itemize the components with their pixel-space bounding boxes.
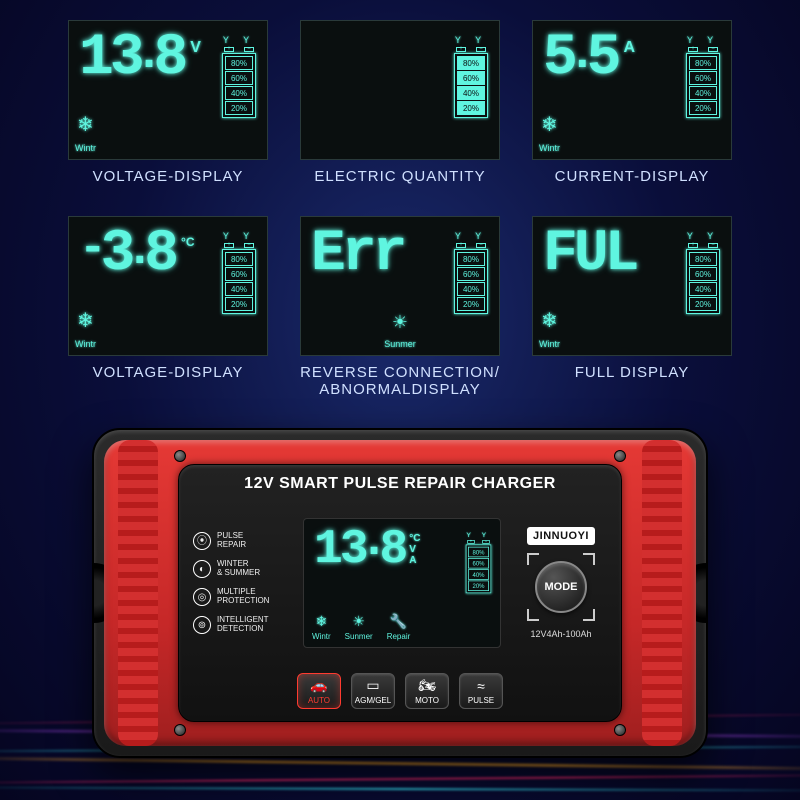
- device-lcd: 13.8 °CVA ❄Wintr☀Sunmer🔧Repair Y Y+−80%6…: [303, 518, 501, 648]
- feature-icon: ⊚: [193, 616, 211, 634]
- lcd-caption: REVERSE CONNECTION/ ABNORMALDISPLAY: [300, 364, 500, 402]
- lcd-screen: -3.8 °C ❄ Wintr Y Y+−80%60%40%20%: [68, 216, 268, 356]
- device-mode-button[interactable]: 🚗 AUTO: [297, 673, 341, 709]
- mode-button-frame: MODE: [527, 553, 595, 621]
- lcd-unit: V: [190, 39, 201, 57]
- device-button-row: 🚗 AUTO ▭ AGM/GEL 🏍 MOTO ≈ PULSE: [297, 673, 503, 709]
- button-icon: ≈: [477, 678, 485, 694]
- battery-icon: Y Y+−80%60%40%20%: [453, 231, 489, 314]
- device-panel: 12V SMART PULSE REPAIR CHARGER ⦿ PULSE RE…: [178, 464, 622, 722]
- button-label: AUTO: [308, 696, 330, 705]
- lcd-screens-grid: 13.8 V ❄ Wintr Y Y+−80%60%40%20% VOLTAGE-DISP…: [68, 20, 732, 402]
- battery-icon: Y Y+−80%60%40%20%: [453, 35, 489, 118]
- lcd-cell: Err ☀ Sunmer Y Y+−80%60%40%20% REVERSE CONNE…: [300, 216, 500, 402]
- sun-icon: ☀: [392, 312, 408, 333]
- feature-label: PULSE REPAIR: [217, 532, 246, 550]
- charger-device: 12V SMART PULSE REPAIR CHARGER ⦿ PULSE RE…: [92, 428, 708, 758]
- feature-item: ⦿ PULSE REPAIR: [193, 532, 289, 550]
- feature-icon: ◎: [193, 588, 211, 606]
- button-label: PULSE: [468, 696, 494, 705]
- battery-icon: Y Y+−80%60%40%20%: [221, 35, 257, 118]
- lcd-value: FUL: [543, 229, 635, 281]
- device-mode-button[interactable]: 🏍 MOTO: [405, 673, 449, 709]
- feature-label: WINTER & SUMMER: [217, 560, 260, 578]
- lcd-unit: °C: [181, 235, 194, 249]
- grip-right: [642, 440, 682, 746]
- snowflake-icon: ❄: [541, 308, 558, 333]
- battery-icon: Y Y+−80%60%40%20%: [685, 35, 721, 118]
- button-icon: 🚗: [310, 677, 327, 694]
- lcd-cell: 13.8 V ❄ Wintr Y Y+−80%60%40%20% VOLTAGE-DISP…: [68, 20, 268, 206]
- lcd-caption: CURRENT-DISPLAY: [555, 168, 710, 206]
- lcd-screen: 13.8 V ❄ Wintr Y Y+−80%60%40%20%: [68, 20, 268, 160]
- lcd-mode-label: Sunmer: [384, 339, 416, 349]
- snowflake-icon: ❄: [541, 112, 558, 137]
- lcd-screen: Y Y+−80%60%40%20%: [300, 20, 500, 160]
- feature-item: ◐ WINTER & SUMMER: [193, 560, 289, 578]
- lcd-mode-label: Wintr: [539, 339, 560, 349]
- device-red-shell: 12V SMART PULSE REPAIR CHARGER ⦿ PULSE RE…: [104, 440, 696, 746]
- lcd-unit: A: [623, 39, 635, 57]
- device-lcd-mode-icons: ❄Wintr☀Sunmer🔧Repair: [312, 613, 410, 641]
- snowflake-icon: ❄: [77, 112, 94, 137]
- battery-icon: Y Y+−80%60%40%20%: [685, 231, 721, 314]
- button-label: MOTO: [415, 696, 439, 705]
- device-title: 12V SMART PULSE REPAIR CHARGER: [179, 465, 621, 493]
- feature-icon: ⦿: [193, 532, 211, 550]
- feature-item: ◎ MULTIPLE PROTECTION: [193, 588, 289, 606]
- feature-label: MULTIPLE PROTECTION: [217, 588, 269, 606]
- button-icon: 🏍: [418, 677, 436, 694]
- lcd-mode-label: Wintr: [539, 143, 560, 153]
- lcd-cell: Y Y+−80%60%40%20% ELECTRIC QUANTITY: [300, 20, 500, 206]
- lcd-caption: ELECTRIC QUANTITY: [314, 168, 485, 206]
- mode-button[interactable]: MODE: [535, 561, 587, 613]
- device-lcd-value: 13.8: [314, 529, 405, 572]
- lcd-caption: VOLTAGE-DISPLAY: [93, 364, 244, 402]
- grip-left: [118, 440, 158, 746]
- lcd-value: 13.8: [79, 33, 184, 85]
- lcd-mode-label: Wintr: [75, 143, 96, 153]
- feature-list: ⦿ PULSE REPAIR ◐ WINTER & SUMMER ◎ MULTIPLE P…: [193, 532, 289, 634]
- button-label: AGM/GEL: [355, 696, 391, 705]
- feature-item: ⊚ INTELLIGENT DETECTION: [193, 616, 289, 634]
- lcd-value: Err: [311, 229, 403, 281]
- lcd-value: -3.8: [79, 229, 175, 281]
- device-mode-button[interactable]: ≈ PULSE: [459, 673, 503, 709]
- lcd-mode-label: Wintr: [75, 339, 96, 349]
- snowflake-icon: ❄: [77, 308, 94, 333]
- lcd-screen: 5.5 A ❄ Wintr Y Y+−80%60%40%20%: [532, 20, 732, 160]
- device-mode-button[interactable]: ▭ AGM/GEL: [351, 673, 395, 709]
- device-lcd-battery: Y Y+−80%60%40%20%: [465, 531, 492, 593]
- brand-badge: JINNUOYI: [527, 527, 595, 545]
- feature-icon: ◐: [193, 560, 211, 578]
- lcd-cell: FUL ❄ Wintr Y Y+−80%60%40%20% FULL DISPLAY: [532, 216, 732, 402]
- device-lcd-units: °CVA: [409, 533, 420, 566]
- button-icon: ▭: [366, 677, 379, 694]
- lcd-cell: -3.8 °C ❄ Wintr Y Y+−80%60%40%20% VOLTAGE-DIS…: [68, 216, 268, 402]
- lcd-caption: VOLTAGE-DISPLAY: [93, 168, 244, 206]
- battery-icon: Y Y+−80%60%40%20%: [221, 231, 257, 314]
- lcd-cell: 5.5 A ❄ Wintr Y Y+−80%60%40%20% CURRENT-DISPL…: [532, 20, 732, 206]
- feature-label: INTELLIGENT DETECTION: [217, 616, 269, 634]
- lcd-caption: FULL DISPLAY: [575, 364, 690, 402]
- lcd-screen: Err ☀ Sunmer Y Y+−80%60%40%20%: [300, 216, 500, 356]
- lcd-screen: FUL ❄ Wintr Y Y+−80%60%40%20%: [532, 216, 732, 356]
- device-range: 12V4Ah-100Ah: [530, 629, 591, 639]
- lcd-value: 5.5: [543, 33, 617, 85]
